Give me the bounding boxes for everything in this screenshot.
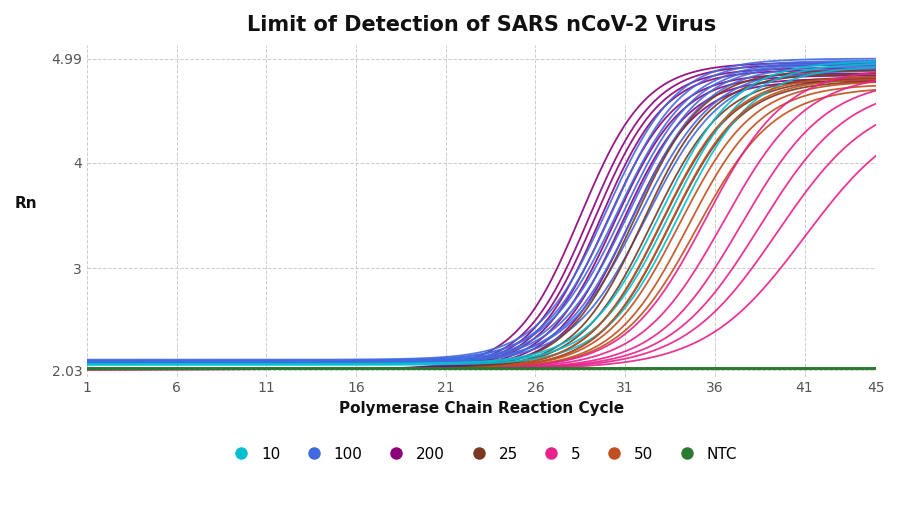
Legend: 10, 100, 200, 25, 5, 50, NTC: 10, 100, 200, 25, 5, 50, NTC: [220, 441, 743, 468]
25: [676, 128, 687, 134]
Title: Limit of Detection of SARS nCoV-2 Virus: Limit of Detection of SARS nCoV-2 Virus: [247, 15, 716, 35]
5: [438, 366, 449, 372]
NTC: [82, 366, 93, 373]
Line: 25: 25: [87, 71, 877, 369]
10: [676, 169, 687, 175]
200: [284, 366, 295, 372]
50: [676, 179, 687, 186]
Line: 200: 200: [87, 63, 877, 369]
25: [438, 365, 449, 371]
50: [82, 366, 93, 373]
10: [546, 345, 557, 352]
NTC: [871, 366, 882, 373]
5: [221, 366, 232, 372]
Line: 10: 10: [87, 62, 877, 364]
25: [546, 340, 557, 347]
NTC: [608, 366, 619, 373]
NTC: [221, 366, 232, 373]
200: [438, 362, 449, 368]
25: [608, 259, 619, 265]
10: [221, 361, 232, 367]
10: [82, 361, 93, 367]
200: [871, 60, 882, 66]
X-axis label: Polymerase Chain Reaction Cycle: Polymerase Chain Reaction Cycle: [339, 401, 625, 416]
Line: 5: 5: [87, 72, 877, 369]
5: [546, 360, 557, 366]
100: [676, 87, 687, 93]
5: [284, 366, 295, 372]
5: [871, 69, 882, 75]
50: [284, 366, 295, 372]
200: [221, 366, 232, 372]
100: [221, 357, 232, 363]
50: [608, 304, 619, 310]
100: [438, 354, 449, 360]
NTC: [676, 366, 687, 373]
100: [608, 191, 619, 198]
NTC: [438, 366, 449, 373]
50: [546, 353, 557, 359]
5: [82, 366, 93, 373]
Line: 50: 50: [87, 77, 877, 369]
100: [546, 306, 557, 312]
100: [871, 55, 882, 62]
25: [82, 366, 93, 373]
50: [221, 366, 232, 372]
10: [871, 58, 882, 65]
200: [676, 73, 687, 79]
100: [82, 357, 93, 363]
25: [871, 67, 882, 74]
Y-axis label: Rn: Rn: [15, 196, 38, 211]
25: [221, 366, 232, 372]
NTC: [284, 366, 295, 373]
50: [438, 365, 449, 372]
25: [284, 366, 295, 372]
100: [284, 356, 295, 363]
50: [871, 74, 882, 80]
10: [284, 360, 295, 367]
10: [438, 360, 449, 366]
200: [546, 275, 557, 281]
200: [608, 140, 619, 146]
NTC: [546, 366, 557, 373]
5: [608, 339, 619, 345]
5: [676, 260, 687, 267]
Line: 100: 100: [87, 58, 877, 360]
200: [82, 366, 93, 373]
10: [608, 294, 619, 300]
